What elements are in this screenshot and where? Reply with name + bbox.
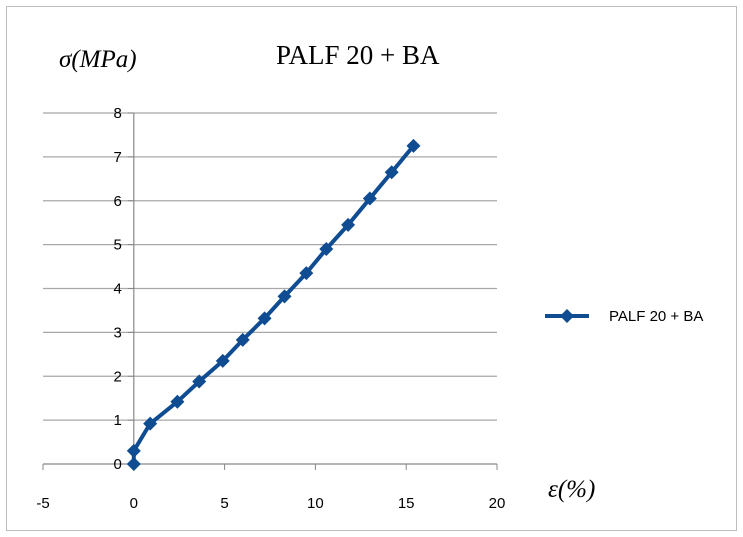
tick-labels: 0 1 2 3 4 5 6 7 8 -5 0 5 10 15 20 [36,105,505,512]
chart-frame [6,6,737,531]
data-point [257,311,272,326]
y-tick-label: 0 [113,456,121,473]
y-tick-label: 3 [113,324,121,341]
data-point [406,138,421,153]
data-point [126,457,141,471]
data-point [384,165,399,180]
data-point [143,416,158,431]
axes [42,112,498,470]
data-point [170,394,185,409]
y-axis-label: σ(MPa) [59,46,137,73]
data-point [235,332,250,347]
y-tick-label: 4 [113,281,121,298]
x-tick-label: -5 [36,495,49,512]
data-point [299,266,314,281]
y-tick-label: 2 [113,368,121,385]
legend-marker [560,309,574,323]
legend-label: PALF 20 + BA [609,308,703,325]
data-point [126,443,141,458]
x-tick-label: 15 [398,495,415,512]
y-tick-label: 1 [113,412,121,429]
data-point [362,191,377,206]
x-axis-label: ε(%) [548,476,596,503]
data-point [319,242,334,257]
x-tick-label: 5 [220,495,228,512]
data-point [341,217,356,232]
data-point [192,374,207,389]
y-tick-label: 8 [113,105,121,122]
x-tick-label: 10 [307,495,324,512]
chart-title: PALF 20 + BA [276,40,440,70]
y-tick-label: 5 [113,237,121,254]
x-tick-label: 20 [489,495,506,512]
x-tick-label: 0 [130,495,138,512]
y-tick-label: 7 [113,149,121,166]
y-tick-label: 6 [113,193,121,210]
data-point [277,289,292,304]
gridlines [43,112,497,421]
data-point [215,353,230,368]
legend: PALF 20 + BA [545,308,703,325]
series-layer [126,138,421,471]
